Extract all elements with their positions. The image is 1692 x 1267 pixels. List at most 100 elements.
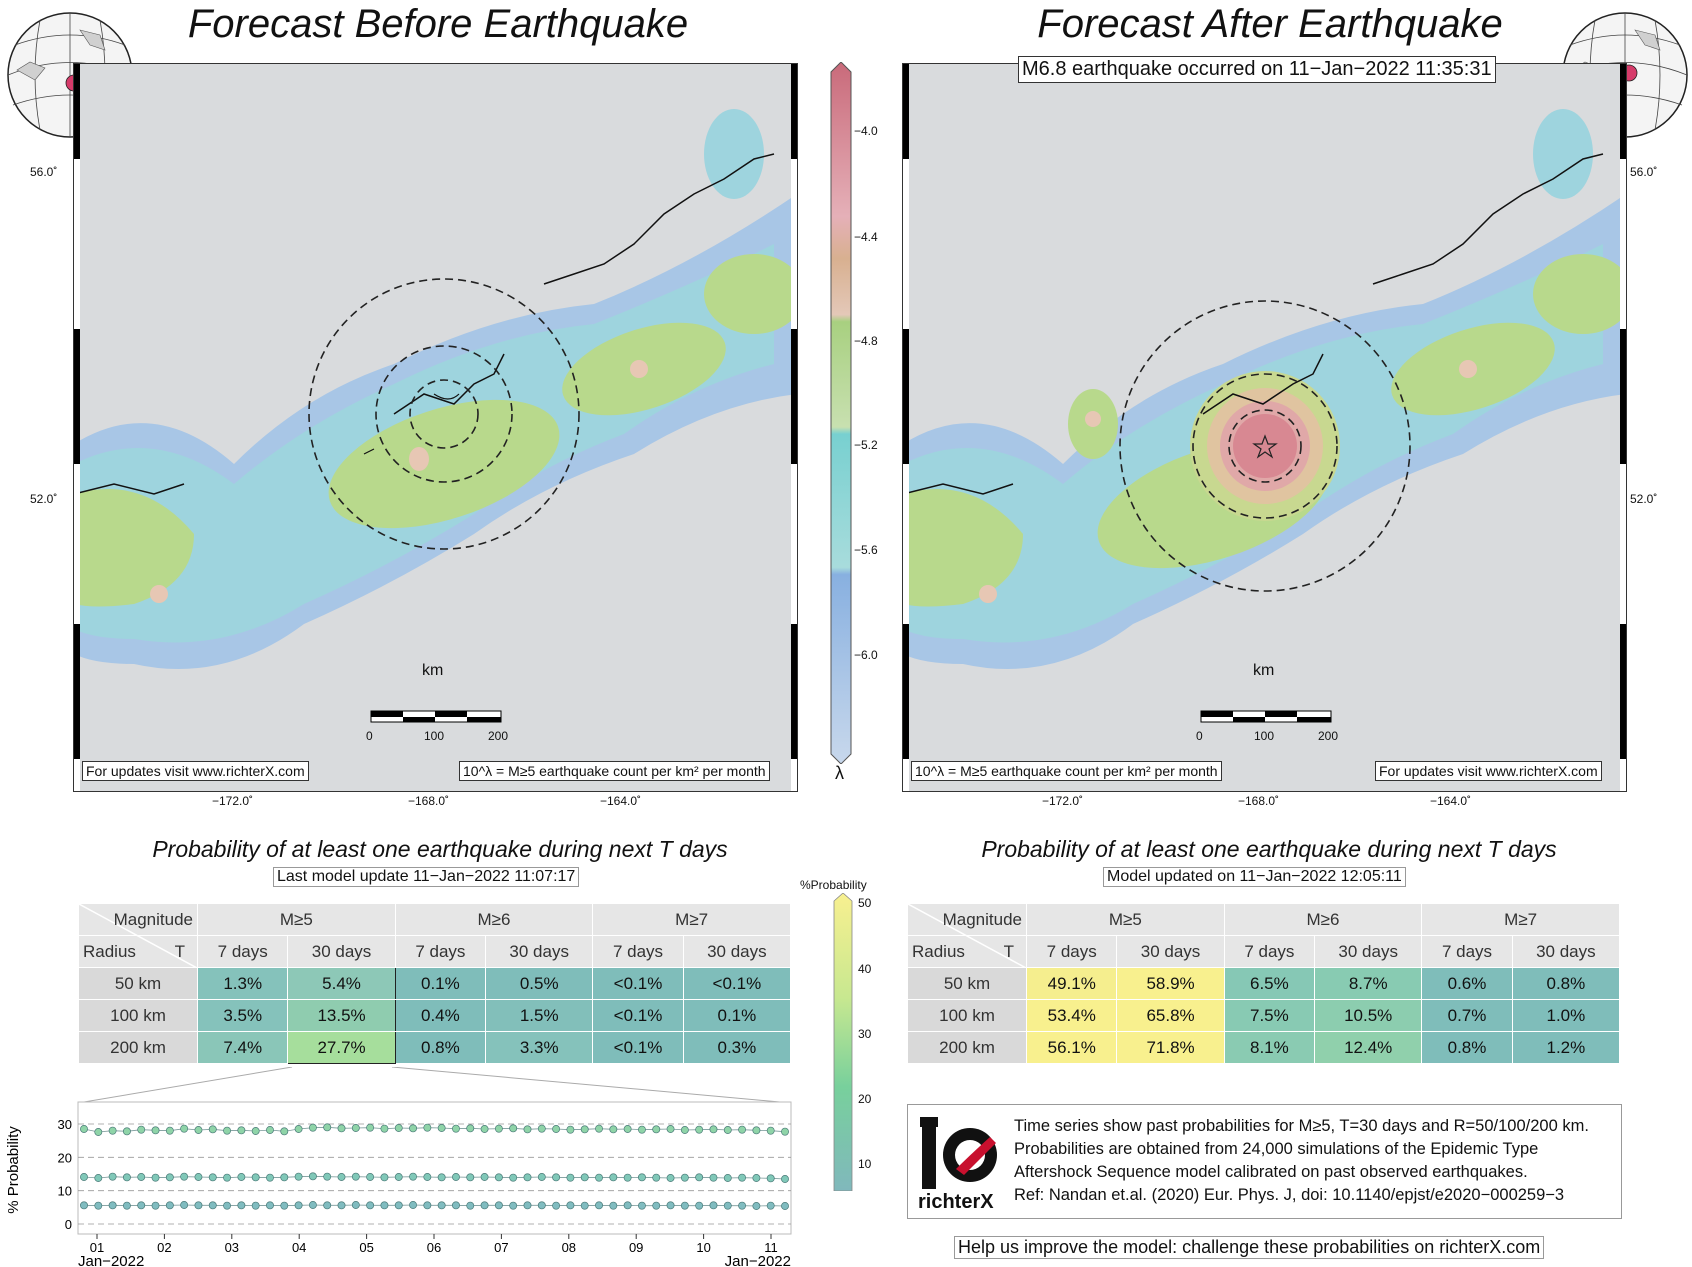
rt-probability-cell: 12.4% (1314, 1031, 1423, 1064)
ts-point (394, 1201, 403, 1210)
left-map-footer-link[interactable]: For updates visit www.richterX.com (82, 761, 309, 781)
ts-point (480, 1173, 489, 1181)
ts-point (308, 1172, 317, 1181)
footer-challenge-link[interactable]: Help us improve the model: challenge the… (954, 1236, 1545, 1259)
ts-point (122, 1201, 131, 1210)
ts-point (380, 1173, 389, 1182)
ts-ytick-label: 20 (58, 1150, 72, 1165)
rt-probability-cell: 8.1% (1223, 1031, 1316, 1064)
rt-probability-cell: 53.4% (1025, 999, 1118, 1032)
rt-probability-cell: 0.8% (1511, 967, 1621, 1000)
lt-probability-cell: 27.7% (287, 1031, 396, 1064)
right-map-event-note: M6.8 earthquake occurred on 11−Jan−2022 … (1018, 56, 1496, 83)
rt-radius-label: 200 km (907, 1031, 1027, 1064)
ts-xtick-label: 10 (696, 1240, 710, 1255)
ts-point (266, 1173, 274, 1182)
prob-tick-10: 10 (858, 1157, 872, 1171)
ts-point (165, 1126, 174, 1135)
ts-point (165, 1201, 174, 1210)
ts-point (437, 1173, 446, 1182)
prob-tick-30: 30 (858, 1027, 872, 1041)
ts-point (580, 1201, 589, 1210)
ts-point (94, 1201, 103, 1210)
ts-point (323, 1201, 332, 1210)
ts-point (80, 1173, 88, 1181)
rt-probability-cell: 49.1% (1025, 967, 1118, 1000)
ts-point (194, 1126, 203, 1134)
ts-point (609, 1201, 618, 1210)
ts-point (766, 1174, 775, 1183)
right-scale-bar (1200, 710, 1332, 723)
rt-radius-label: 50 km (907, 967, 1027, 1000)
lt-probability-cell: 13.5% (287, 999, 396, 1032)
lambda-tick-5.2: −5.2 (854, 438, 878, 452)
left-lat-56: 56.0˚ (30, 165, 58, 179)
ts-point (552, 1201, 561, 1210)
left-corner-magnitude: Magnitude (113, 909, 193, 929)
left-update-note: Last model update 11−Jan−2022 11:07:17 (273, 867, 580, 887)
ts-point (452, 1173, 460, 1181)
rt-probability-cell: 0.7% (1421, 999, 1513, 1032)
ts-point (208, 1201, 217, 1210)
left-prob-title: Probability of at least one earthquake d… (152, 836, 728, 862)
ts-point (666, 1125, 675, 1133)
ts-point (323, 1123, 332, 1132)
ts-point (452, 1124, 460, 1133)
ts-point (323, 1172, 332, 1181)
ts-point (523, 1173, 532, 1182)
lt-probability-cell: 0.3% (682, 1031, 792, 1064)
ts-point (180, 1201, 189, 1209)
rt-period-header: 7 days (1025, 935, 1118, 968)
ts-point (337, 1124, 346, 1133)
ts-ytick-label: 30 (58, 1117, 72, 1132)
ts-point (394, 1124, 403, 1132)
lt-probability-cell: 3.3% (485, 1031, 594, 1064)
ts-point (208, 1125, 217, 1134)
probability-time-series-chart: 0 10 20 30 % Probability 01 02 03 04 05 06 07 08 09 10… (5, 1101, 792, 1267)
ts-point (423, 1123, 432, 1132)
lt-probability-cell: 5.4% (287, 967, 396, 1000)
ts-point (237, 1173, 246, 1181)
ts-point (609, 1125, 618, 1134)
rt-probability-cell: 10.5% (1314, 999, 1423, 1032)
right-map-footer-link[interactable]: For updates visit www.richterX.com (1375, 761, 1602, 781)
left-scale-tick-0: 0 (366, 729, 373, 743)
lt-period-header: 7 days (592, 935, 684, 968)
lt-period-header: 30 days (682, 935, 792, 968)
ts-point (122, 1127, 131, 1136)
ts-x-end-label: Jan−2022 (725, 1253, 791, 1267)
left-scale-tick-100: 100 (424, 729, 445, 743)
rt-probability-cell: 7.5% (1223, 999, 1316, 1032)
left-scale-unit: km (422, 662, 444, 679)
ts-point (480, 1201, 489, 1210)
right-update-note: Model updated on 11−Jan−2022 12:05:11 (1103, 867, 1406, 887)
left-probability-table: Magnitude M≥5 M≥6 M≥7 Radius T 7 days 30 d… (78, 903, 792, 1064)
ts-point (151, 1126, 160, 1135)
ts-ytick-label: 10 (58, 1184, 72, 1199)
table-row: 100 km 3.5% 13.5% 0.4% 1.5% <0.1% 0.1% (78, 999, 792, 1032)
rt-period-header: 7 days (1223, 935, 1316, 968)
ts-point (494, 1201, 503, 1210)
ts-ytick-label: 0 (65, 1217, 72, 1232)
ts-point (380, 1201, 389, 1210)
ts-point (180, 1172, 189, 1181)
ts-point (494, 1124, 503, 1133)
left-mag-header-5: M≥5 (197, 903, 396, 936)
right-corner-magnitude: Magnitude (942, 909, 1022, 929)
ts-point (680, 1126, 689, 1134)
ts-point (652, 1173, 661, 1182)
ts-point (595, 1173, 603, 1182)
ts-point (637, 1201, 646, 1210)
lt-period-header: 7 days (196, 935, 289, 968)
ts-xtick-label: 01 (90, 1240, 104, 1255)
lambda-label: λ (835, 763, 844, 783)
ts-point (738, 1125, 747, 1134)
ts-point (766, 1201, 775, 1210)
ts-point (94, 1128, 103, 1136)
ts-plot-area (77, 1101, 792, 1235)
ts-point (566, 1173, 575, 1182)
rt-period-header: 30 days (1511, 935, 1621, 968)
ts-point (766, 1126, 775, 1135)
ts-point (723, 1126, 732, 1134)
ts-point (80, 1125, 88, 1133)
